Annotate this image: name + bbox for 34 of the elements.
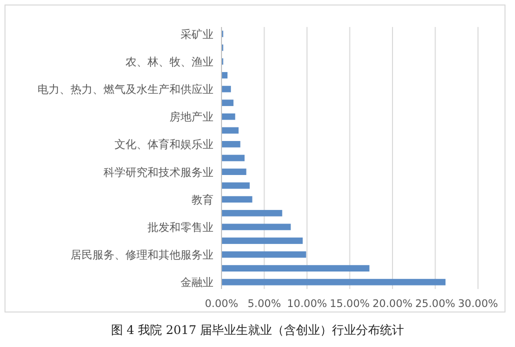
bar <box>222 278 446 286</box>
y-tick-label: 文化、体育和娱乐业 <box>114 138 214 152</box>
y-tick-label: 金融业 <box>180 276 214 290</box>
y-tick-label: 房地产业 <box>170 110 214 124</box>
bar <box>222 86 231 92</box>
bar <box>222 100 234 106</box>
x-tick-label: 25.00% <box>415 298 456 310</box>
y-tick-label: 批发和零售业 <box>148 220 214 234</box>
bar <box>222 154 245 162</box>
y-tick-label: 教育 <box>192 193 214 206</box>
y-tick-label: 农、林、牧、渔业 <box>126 55 214 68</box>
bar <box>222 168 246 175</box>
bar <box>222 251 306 258</box>
y-tick-label: 科学研究和技术服务业 <box>104 166 214 179</box>
x-tick-label: 20.00% <box>372 298 413 310</box>
bar <box>222 210 282 216</box>
bar <box>222 238 303 244</box>
x-tick-label: 0.00% <box>204 298 238 310</box>
bar <box>222 127 239 134</box>
bar <box>222 196 252 203</box>
y-tick-label: 采矿业 <box>180 28 214 41</box>
caption: 图 4 我院 2017 届毕业生就业（含创业）行业分布统计 <box>110 323 404 337</box>
y-tick-label: 电力、热力、燃气及水生产和供应业 <box>38 83 214 96</box>
bar <box>222 182 250 189</box>
bar <box>222 265 370 272</box>
x-tick-label: 15.00% <box>330 298 370 310</box>
x-tick-label: 10.00% <box>286 298 328 310</box>
x-tick-label: 5.00% <box>248 298 281 310</box>
y-tick-label: 居民服务、修理和其他服务业 <box>70 248 214 262</box>
bar <box>222 113 236 120</box>
bar <box>222 72 228 78</box>
bar <box>222 141 240 148</box>
bar <box>222 224 291 230</box>
x-tick-label: 30.00% <box>458 298 498 310</box>
